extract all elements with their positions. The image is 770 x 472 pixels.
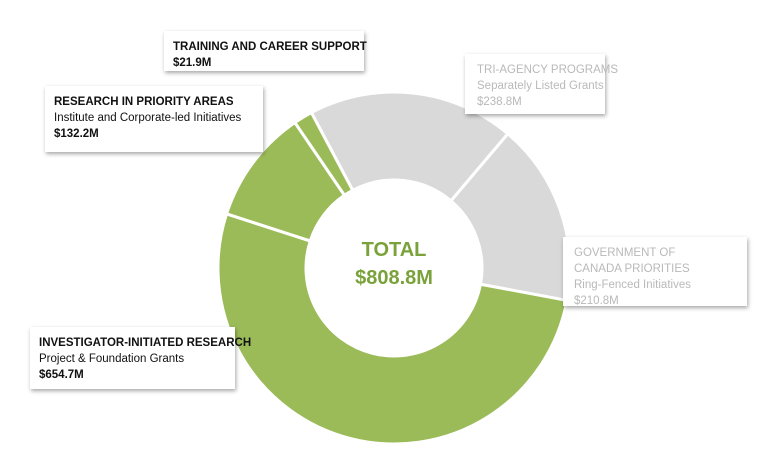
- callout-title: TRAINING AND CAREER SUPPORT: [173, 41, 367, 53]
- donut-slice-training: [292, 110, 355, 198]
- callout-title: TRI-AGENCY PROGRAMS: [477, 64, 618, 76]
- donut-slice-investigator: [216, 211, 569, 446]
- callout-subtitle: Ring-Fenced Initiatives: [574, 279, 691, 291]
- callout-tri-agency-programs: TRI-AGENCY PROGRAMS Separately Listed Gr…: [465, 54, 618, 114]
- donut-slice-tri: [309, 90, 510, 204]
- donut-center-total: TOTAL $808.8M: [329, 236, 459, 292]
- callout-amount: $210.8M: [574, 295, 619, 307]
- callout-subtitle: Project & Foundation Grants: [39, 353, 185, 365]
- callout-government-of-canada-priorities: GOVERNMENT OF CANADA PRIORITIES Ring-Fen…: [563, 237, 747, 307]
- callout-title: GOVERNMENT OF CANADA PRIORITIES: [574, 247, 690, 275]
- callout-research-in-priority-areas: RESEARCH IN PRIORITY AREAS Institute and…: [45, 86, 263, 152]
- total-value: $808.8M: [355, 267, 433, 289]
- callout-amount: $21.9M: [173, 57, 212, 69]
- callout-investigator-initiated-research: INVESTIGATOR-INITIATED RESEARCH Project …: [30, 327, 252, 389]
- callout-subtitle: Separately Listed Grants: [477, 80, 604, 92]
- callout-amount: $238.8M: [477, 96, 522, 108]
- callout-amount: $654.7M: [39, 369, 84, 381]
- callout-title: INVESTIGATOR-INITIATED RESEARCH: [39, 337, 252, 349]
- total-label: TOTAL: [361, 239, 427, 261]
- callout-amount: $132.2M: [54, 128, 99, 140]
- callout-title: RESEARCH IN PRIORITY AREAS: [54, 96, 234, 108]
- callout-subtitle: Institute and Corporate-led Initiatives: [54, 112, 242, 124]
- callout-training-and-career-support: TRAINING AND CAREER SUPPORT $21.9M: [164, 31, 367, 71]
